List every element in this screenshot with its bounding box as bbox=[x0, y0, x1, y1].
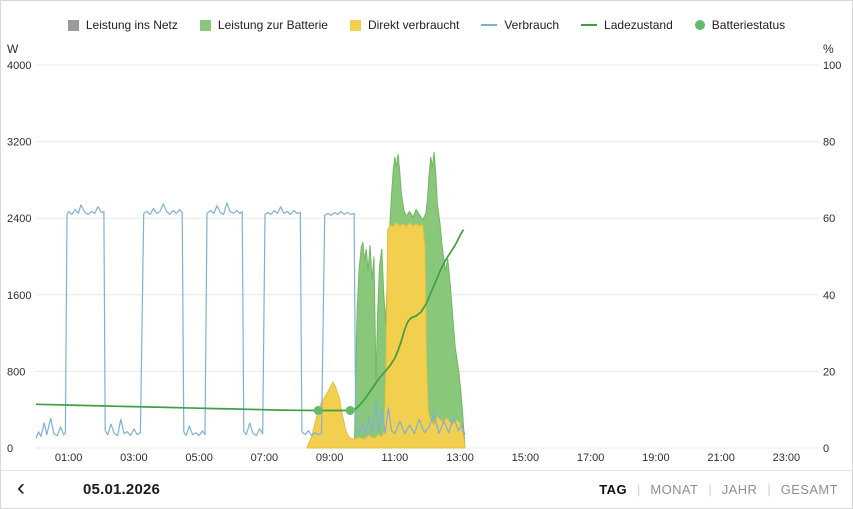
pct-tick-label: 100 bbox=[823, 60, 841, 72]
x-tick-label: 13:00 bbox=[446, 452, 474, 464]
legend-label: Verbrauch bbox=[504, 18, 560, 32]
legend-item-batterie[interactable]: Leistung zur Batterie bbox=[199, 18, 328, 32]
w-tick-label: 800 bbox=[7, 366, 25, 378]
view-tab-gesamt[interactable]: GESAMT bbox=[780, 482, 838, 497]
pct-tick-label: 40 bbox=[823, 290, 835, 302]
w-tick-label: 4000 bbox=[7, 60, 31, 72]
w-tick-label: 2400 bbox=[7, 213, 31, 225]
verbrauch-swatch-icon bbox=[481, 24, 498, 26]
x-tick-label: 23:00 bbox=[773, 452, 801, 464]
x-tick-label: 21:00 bbox=[707, 452, 735, 464]
x-tick-label: 07:00 bbox=[251, 452, 279, 464]
legend-item-netz[interactable]: Leistung ins Netz bbox=[67, 18, 178, 32]
separator: | bbox=[708, 482, 712, 497]
chart-area: 0 0 800 20 1600 40 2400 60 3200 80 4000 100 W% 01:00 0… bbox=[1, 37, 853, 476]
legend-item-batteriestatus[interactable]: Batteriestatus bbox=[694, 18, 786, 32]
w-tick-label: 0 bbox=[7, 443, 13, 455]
battery-status-dot bbox=[313, 406, 323, 415]
view-tab-jahr[interactable]: JAHR bbox=[721, 482, 758, 497]
chevron-left-icon[interactable]: ‹ bbox=[15, 475, 31, 504]
legend-item-verbrauch[interactable]: Verbrauch bbox=[481, 18, 559, 32]
view-switcher: TAG | MONAT | JAHR | GESAMT bbox=[599, 482, 838, 497]
x-tick-label: 03:00 bbox=[120, 452, 148, 464]
legend-label: Direkt verbraucht bbox=[367, 18, 460, 32]
view-tab-monat[interactable]: MONAT bbox=[650, 482, 699, 497]
legend-label: Leistung ins Netz bbox=[85, 18, 178, 32]
right-axis-unit: % bbox=[823, 42, 834, 56]
w-tick-label: 1600 bbox=[7, 290, 31, 302]
legend: Leistung ins Netz Leistung zur Batterie Di… bbox=[1, 1, 852, 37]
date-label: 05.01.2026 bbox=[83, 481, 161, 498]
view-tab-tag[interactable]: TAG bbox=[599, 482, 627, 497]
series-area-Direkt verbraucht bbox=[306, 222, 466, 449]
batterie-swatch-icon bbox=[199, 19, 211, 31]
pct-tick-label: 20 bbox=[823, 366, 835, 378]
x-tick-label: 11:00 bbox=[382, 452, 409, 464]
legend-label: Leistung zur Batterie bbox=[217, 18, 328, 32]
series-line-Ladezustand bbox=[35, 229, 465, 412]
pct-tick-label: 60 bbox=[823, 213, 835, 225]
series-line-Verbrauch bbox=[35, 202, 466, 439]
separator: | bbox=[767, 482, 771, 497]
netz-swatch-icon bbox=[67, 19, 79, 31]
x-tick-label: 19:00 bbox=[642, 452, 670, 464]
left-axis-unit: W bbox=[7, 42, 19, 56]
legend-label: Ladezustand bbox=[604, 18, 673, 32]
footer-bar: ‹ 05.01.2026 TAG | MONAT | JAHR | GESAMT bbox=[1, 470, 852, 508]
pct-tick-label: 80 bbox=[823, 137, 835, 149]
separator: | bbox=[636, 482, 641, 497]
battery-status-dot bbox=[345, 406, 355, 415]
batteriestatus-swatch-icon bbox=[694, 20, 705, 30]
legend-item-ladezustand[interactable]: Ladezustand bbox=[581, 18, 673, 32]
x-tick-label: 05:00 bbox=[185, 452, 213, 464]
x-tick-label: 09:00 bbox=[316, 452, 344, 464]
ladezustand-swatch-icon bbox=[581, 24, 598, 26]
x-tick-label: 15:00 bbox=[512, 452, 540, 464]
x-tick-label: 17:00 bbox=[577, 452, 605, 464]
legend-item-direkt[interactable]: Direkt verbraucht bbox=[349, 18, 460, 32]
pct-tick-label: 0 bbox=[823, 443, 829, 455]
direkt-swatch-icon bbox=[349, 19, 361, 31]
x-tick-label: 01:00 bbox=[55, 452, 83, 464]
energy-chart[interactable]: 0 0 800 20 1600 40 2400 60 3200 80 4000 100 W % 01:00 0… bbox=[1, 37, 853, 471]
legend-label: Batteriestatus bbox=[711, 18, 786, 32]
w-tick-label: 3200 bbox=[7, 137, 31, 149]
